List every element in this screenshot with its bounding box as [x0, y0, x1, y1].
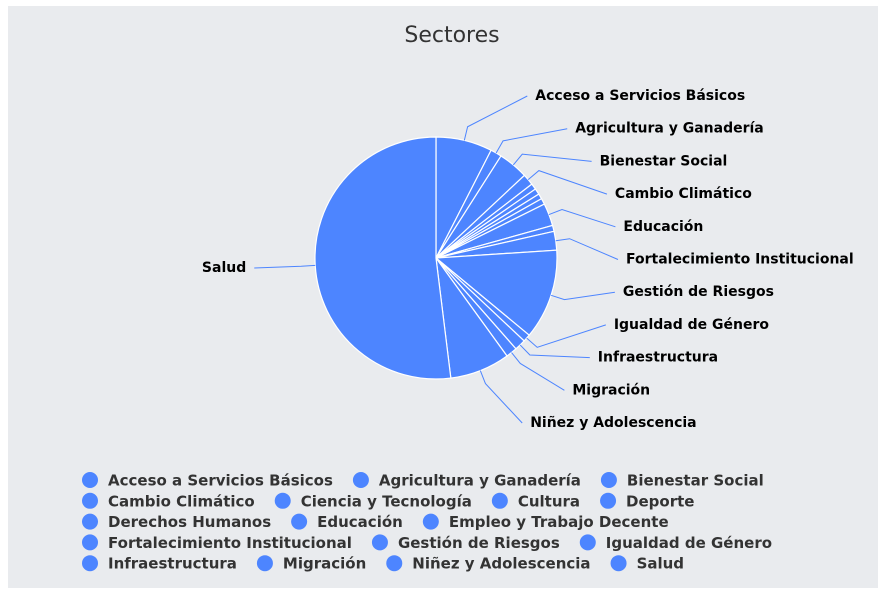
legend-item: Niñez y Adolescencia	[386, 555, 591, 573]
data-label: Fortalecimiento Institucional	[626, 252, 854, 268]
legend-marker	[291, 513, 308, 530]
legend-marker	[82, 492, 98, 509]
data-label: Cambio Climático	[615, 186, 752, 202]
legend-item: Educación	[291, 513, 403, 531]
connector	[527, 170, 608, 195]
legend-item: Fortalecimiento Institucional	[82, 534, 352, 552]
legend-item: Derechos Humanos	[82, 513, 271, 531]
legend-label: Derechos Humanos	[108, 513, 271, 531]
connector	[550, 291, 615, 301]
legend-label: Agricultura y Ganadería	[379, 472, 581, 490]
legend-item: Ciencia y Tecnología	[274, 492, 472, 510]
data-label: Agricultura y Ganadería	[575, 121, 764, 137]
legend-marker	[491, 492, 508, 509]
legend-marker	[600, 492, 617, 509]
connector	[512, 153, 592, 166]
legend-item: Acceso a Servicios Básicos	[82, 472, 333, 490]
data-label: Igualdad de Género	[614, 317, 770, 333]
legend-label: Deporte	[626, 492, 694, 510]
legend-marker	[352, 472, 369, 488]
legend-label: Migración	[283, 555, 366, 573]
legend-label: Acceso a Servicios Básicos	[108, 472, 333, 490]
legend-marker	[256, 555, 273, 572]
chart-title: Sectores	[404, 23, 499, 48]
pie-slice	[434, 249, 558, 337]
legend-label: Educación	[317, 513, 403, 531]
data-label: Infraestructura	[598, 350, 718, 366]
legend-marker	[82, 472, 98, 488]
legend-item: Cambio Climático	[82, 492, 255, 510]
data-label: Gestión de Riesgos	[623, 284, 774, 300]
connector	[495, 128, 568, 154]
legend-marker	[82, 555, 98, 572]
legend-marker	[82, 534, 98, 551]
legend-marker	[274, 492, 291, 509]
legend-label: Cultura	[518, 492, 580, 510]
connector	[511, 352, 565, 391]
legend-label: Cambio Climático	[108, 492, 255, 510]
data-label: Acceso a Servicios Básicos	[535, 88, 745, 104]
connector	[463, 95, 528, 141]
legend-item: Gestión de Riesgos	[371, 534, 560, 552]
legend-item: Cultura	[491, 492, 580, 510]
legend-item: Salud	[610, 555, 684, 573]
data-label: Migración	[572, 382, 650, 398]
legend-marker	[422, 513, 439, 530]
legend-label: Igualdad de Género	[606, 534, 772, 552]
legend-item: Igualdad de Género	[579, 534, 772, 552]
connector	[555, 238, 619, 260]
legend-item: Migración	[256, 555, 366, 573]
legend-label: Gestión de Riesgos	[398, 534, 560, 552]
connector	[254, 264, 316, 269]
data-label: Salud	[202, 260, 246, 276]
legend-item: Deporte	[600, 492, 694, 510]
connector	[526, 324, 606, 348]
legend-marker	[386, 555, 403, 572]
legend-marker	[371, 534, 388, 551]
legend-marker	[600, 472, 617, 488]
legend-label: Fortalecimiento Institucional	[108, 534, 352, 552]
legend-item: Empleo y Trabajo Decente	[422, 513, 669, 531]
legend-label: Salud	[637, 555, 684, 573]
legend-label: Infraestructura	[108, 555, 237, 573]
data-label: Niñez y Adolescencia	[530, 415, 696, 431]
legend-item: Bienestar Social	[600, 472, 764, 490]
connector	[548, 209, 616, 228]
legend-marker	[579, 534, 596, 551]
legend-marker	[82, 513, 98, 530]
legend-label: Niñez y Adolescencia	[412, 555, 590, 573]
data-label: Bienestar Social	[600, 153, 728, 169]
legend-label: Ciencia y Tecnología	[301, 492, 472, 510]
connector	[479, 370, 523, 424]
legend-item: Agricultura y Ganadería	[352, 472, 581, 490]
data-label: Educación	[623, 219, 703, 235]
legend-label: Bienestar Social	[627, 472, 764, 490]
connector	[519, 344, 590, 359]
legend-label: Empleo y Trabajo Decente	[449, 513, 669, 531]
legend-marker	[610, 555, 627, 572]
legend-item: Infraestructura	[82, 555, 237, 573]
